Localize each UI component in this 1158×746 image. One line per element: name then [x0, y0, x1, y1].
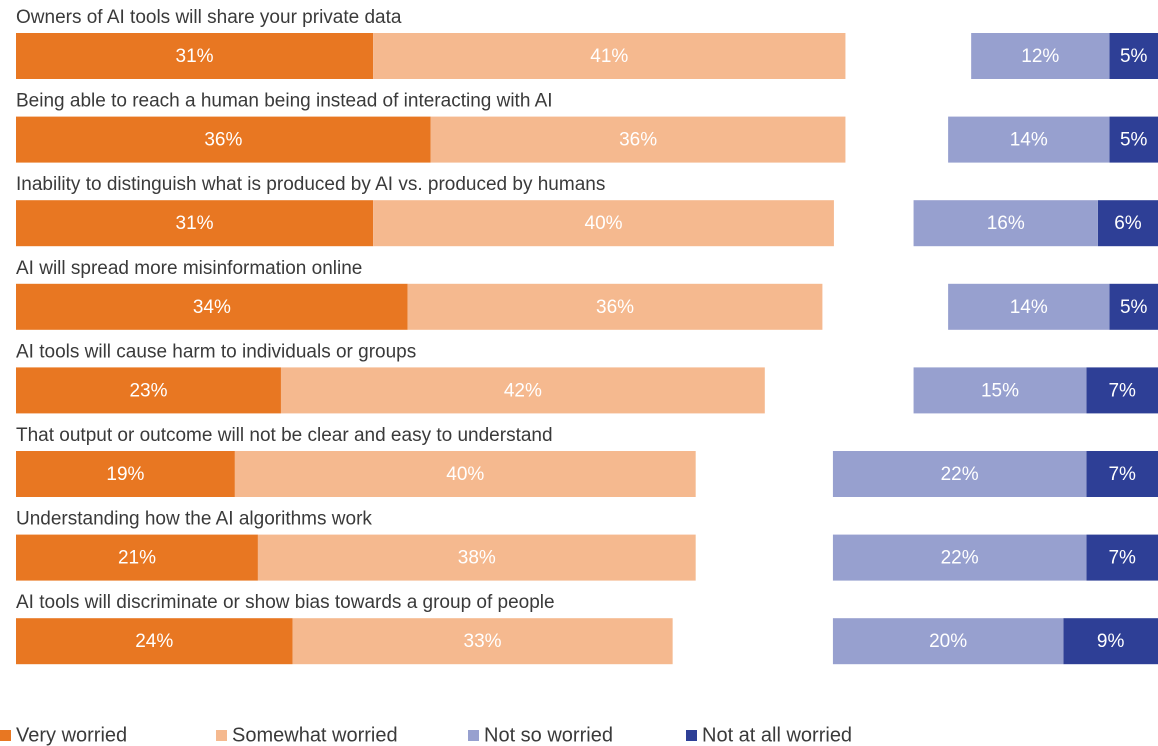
legend-swatch	[216, 730, 227, 741]
bar-segment	[373, 200, 834, 247]
legend-label: Somewhat worried	[232, 724, 398, 746]
data-label: 19%	[106, 464, 144, 485]
data-label: 36%	[619, 130, 657, 151]
bar-segment	[1086, 367, 1158, 414]
bar-segment	[1063, 618, 1158, 665]
bar-segment	[430, 116, 846, 163]
category-label: AI tools will cause harm to individuals …	[16, 341, 416, 362]
category-label: AI tools will discriminate or show bias …	[16, 592, 555, 613]
data-label: 41%	[590, 46, 628, 67]
category-label: That output or outcome will not be clear…	[16, 425, 553, 446]
bar-segment	[16, 200, 374, 247]
bar-segment	[257, 534, 696, 581]
data-label: 40%	[585, 213, 623, 234]
bar-segment	[16, 451, 235, 497]
data-label: 7%	[1108, 464, 1136, 485]
legend-swatch	[686, 730, 697, 741]
data-label: 5%	[1120, 46, 1148, 67]
data-label: 23%	[129, 380, 167, 401]
data-label: 5%	[1120, 130, 1148, 151]
bar-segment	[16, 534, 258, 581]
category-label: Being able to reach a human being instea…	[16, 91, 553, 112]
data-label: 14%	[1010, 130, 1048, 151]
data-label: 9%	[1097, 631, 1125, 652]
data-label: 24%	[135, 631, 173, 652]
data-label: 21%	[118, 548, 156, 569]
data-label: 5%	[1120, 297, 1148, 318]
bar-segment	[16, 33, 374, 79]
legend-label: Not so worried	[484, 724, 613, 746]
bar-segment	[832, 451, 1087, 497]
bar-segment	[1109, 283, 1158, 330]
data-label: 31%	[176, 213, 214, 234]
data-label: 6%	[1114, 213, 1142, 234]
data-label: 31%	[176, 46, 214, 67]
data-label: 38%	[458, 548, 496, 569]
category-label: Understanding how the AI algorithms work	[16, 509, 372, 530]
bar-segment	[971, 33, 1110, 79]
data-label: 22%	[941, 548, 979, 569]
data-label: 22%	[941, 464, 979, 485]
category-label: Owners of AI tools will share your priva…	[16, 7, 402, 28]
bar-segment	[234, 451, 696, 497]
bar-segment	[373, 33, 846, 79]
category-label: Inability to distinguish what is produce…	[16, 174, 605, 195]
bar-segment	[292, 618, 673, 665]
bar-segment	[832, 618, 1064, 665]
legend-swatch	[0, 730, 11, 741]
bar-segment	[1086, 451, 1158, 497]
bar-segment	[948, 116, 1110, 163]
data-label: 34%	[193, 297, 231, 318]
bar-segment	[948, 283, 1110, 330]
data-label: 42%	[504, 380, 542, 401]
data-label: 33%	[464, 631, 502, 652]
legend-swatch	[468, 730, 479, 741]
bar-segment	[1097, 200, 1158, 247]
data-label: 20%	[929, 631, 967, 652]
bar-segment	[913, 200, 1098, 247]
bar-segment	[16, 116, 431, 163]
bar-segment	[1109, 116, 1158, 163]
bar-segment	[407, 283, 823, 330]
data-label: 36%	[204, 130, 242, 151]
legend-label: Very worried	[16, 724, 127, 746]
bar-segment	[280, 367, 765, 414]
data-label: 14%	[1010, 297, 1048, 318]
bar-segment	[1086, 534, 1158, 581]
data-label: 7%	[1108, 380, 1136, 401]
bar-segment	[16, 618, 293, 665]
bar-segment	[1109, 33, 1158, 79]
data-label: 7%	[1108, 548, 1136, 569]
category-label: AI will spread more misinformation onlin…	[16, 258, 362, 279]
legend-label: Not at all worried	[702, 724, 852, 746]
data-label: 36%	[596, 297, 634, 318]
bar-segment	[16, 283, 408, 330]
data-label: 12%	[1021, 46, 1059, 67]
bar-segment	[913, 367, 1087, 414]
data-label: 16%	[987, 213, 1025, 234]
data-label: 15%	[981, 380, 1019, 401]
data-label: 40%	[446, 464, 484, 485]
bar-segment	[16, 367, 281, 414]
bar-segment	[832, 534, 1087, 581]
